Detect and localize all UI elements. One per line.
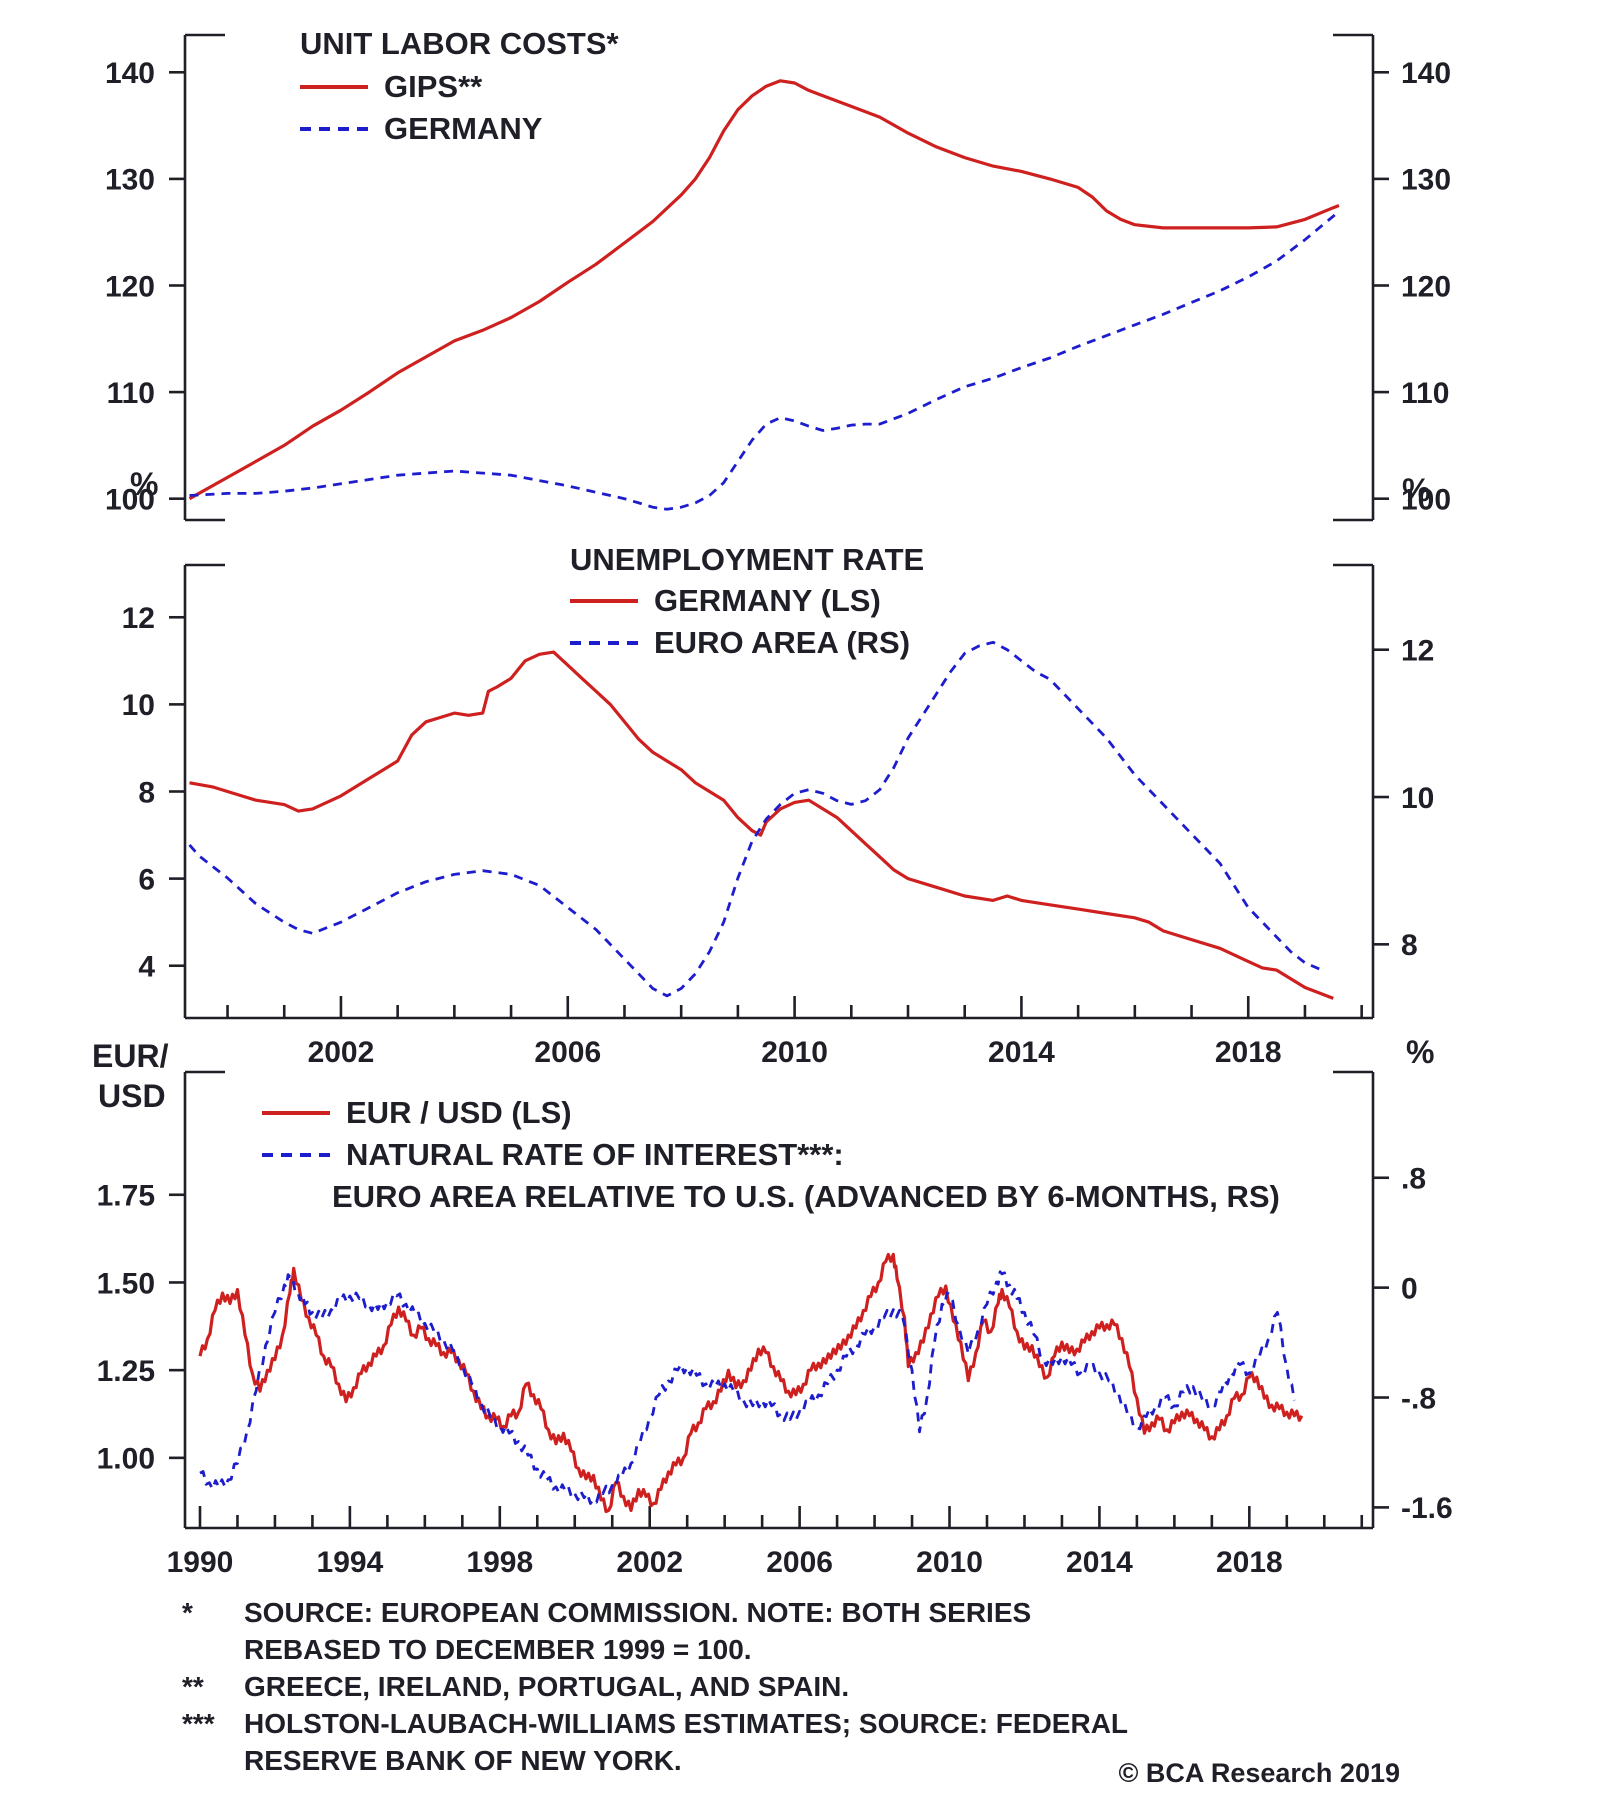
x-tick-label: 2006	[534, 1036, 601, 1069]
blue-dashed-line-sample	[262, 1153, 330, 1157]
legend-label: EURO AREA (RS)	[654, 625, 911, 660]
panel3-left-unit-line1: EUR/	[92, 1038, 169, 1074]
red-line-sample	[570, 599, 638, 603]
y-tick-label-right: 8	[1401, 929, 1418, 962]
y-tick-label-left: 6	[138, 863, 155, 896]
y-tick-label-left: 4	[138, 951, 155, 984]
panel-2: 2002 2006 2010 2014 2018 12 10 8 6 4 12 10 8	[122, 563, 1434, 1069]
footnote-text: HOLSTON-LAUBACH-WILLIAMS ESTIMATES; SOUR…	[244, 1708, 1128, 1776]
footnote-text: GREECE, IRELAND, PORTUGAL, AND SPAIN.	[244, 1671, 850, 1702]
legend-item: EURO AREA (RS)	[570, 622, 924, 664]
y-tick-label-right: 100	[1401, 483, 1451, 516]
x-tick-label: 2010	[916, 1546, 983, 1579]
panel-1: 140 130 120 110 100 140 130 120 110 100	[105, 33, 1451, 522]
legend-item: GERMANY (LS)	[570, 580, 924, 622]
series-line-red-panel3	[198, 1252, 1304, 1514]
legend-item: EUR / USD (LS)	[262, 1092, 1280, 1134]
x-tick-label: 1990	[167, 1546, 234, 1579]
y-tick-label-right: 110	[1401, 377, 1449, 410]
footnote: *** HOLSTON-LAUBACH-WILLIAMS ESTIMATES; …	[182, 1705, 1192, 1779]
footnote-text: SOURCE: EUROPEAN COMMISSION. NOTE: BOTH …	[244, 1597, 1032, 1665]
y-tick-label-left: 120	[105, 270, 155, 303]
footnote: ** GREECE, IRELAND, PORTUGAL, AND SPAIN.	[182, 1668, 1192, 1705]
y-tick-label-left: 140	[105, 57, 155, 90]
legend-label: EURO AREA RELATIVE TO U.S. (ADVANCED BY …	[332, 1179, 1280, 1214]
panel2-left-unit: %	[130, 466, 159, 502]
series-line-blue-panel1	[189, 209, 1340, 511]
footnotes: * SOURCE: EUROPEAN COMMISSION. NOTE: BOT…	[182, 1594, 1192, 1779]
copyright: © BCA Research 2019	[1118, 1758, 1400, 1788]
y-tick-label-left: 1.50	[97, 1267, 155, 1300]
x-tick-label: 2018	[1216, 1546, 1283, 1579]
panel1-title: UNIT LABOR COSTS*	[300, 26, 619, 61]
y-tick-label-right: .8	[1401, 1163, 1426, 1196]
x-tick-label: 2010	[761, 1036, 828, 1069]
footnote-marker: *	[182, 1597, 193, 1628]
footnote: * SOURCE: EUROPEAN COMMISSION. NOTE: BOT…	[182, 1594, 1192, 1668]
y-tick-label-left: 1.00	[97, 1443, 155, 1476]
legend-label: GERMANY	[384, 111, 543, 146]
y-tick-label-right: -1.6	[1401, 1492, 1453, 1525]
y-tick-label-right: 0	[1401, 1272, 1418, 1305]
legend-item: NATURAL RATE OF INTEREST***:	[262, 1134, 1280, 1176]
series-line-red-panel1	[188, 79, 1340, 501]
y-tick-label-left: 8	[138, 776, 155, 809]
y-tick-label-right: 130	[1401, 164, 1451, 197]
series-line-blue-panel2	[188, 640, 1323, 998]
y-tick-label-right: 120	[1401, 270, 1451, 303]
legend-label: EUR / USD (LS)	[346, 1095, 572, 1130]
red-line-sample	[262, 1111, 330, 1115]
red-line-sample	[300, 85, 368, 89]
legend-item: GIPS**	[300, 66, 542, 108]
x-tick-label: 1998	[466, 1546, 533, 1579]
legend-label: GIPS**	[384, 69, 483, 104]
x-tick-label: 2002	[308, 1036, 375, 1069]
blue-dashed-line-sample	[570, 641, 638, 645]
y-tick-label-left: 100	[105, 483, 155, 516]
legend-item: GERMANY	[300, 108, 542, 150]
legend-label: GERMANY (LS)	[654, 583, 881, 618]
legend-item-continuation: EURO AREA RELATIVE TO U.S. (ADVANCED BY …	[262, 1176, 1280, 1218]
panel-3: 1990 1994 1998 2002 2006 2010 2014 2018 1.75 1.50…	[97, 1070, 1453, 1579]
y-tick-label-right: 140	[1401, 57, 1451, 90]
x-tick-label: 2014	[988, 1036, 1055, 1069]
y-tick-label-right: 10	[1401, 782, 1434, 815]
y-tick-label-left: 12	[122, 602, 155, 635]
panel2-legend: UNEMPLOYMENT RATE GERMANY (LS) EURO AREA…	[570, 540, 924, 664]
y-tick-label-left: 110	[107, 377, 155, 410]
panel2-right-unit: %	[1402, 472, 1431, 508]
series-line-red-panel2	[189, 650, 1334, 1000]
x-tick-label: 2002	[616, 1546, 683, 1579]
y-tick-label-left: 1.75	[97, 1180, 155, 1213]
series-line-blue-panel3	[199, 1270, 1296, 1505]
panel3-left-unit-line2: USD	[98, 1078, 166, 1114]
y-tick-label-left: 10	[122, 689, 155, 722]
x-tick-label: 1994	[317, 1546, 384, 1579]
x-tick-label: 2018	[1215, 1036, 1282, 1069]
panel3-right-unit: %	[1406, 1034, 1435, 1070]
x-tick-label: 2006	[766, 1546, 833, 1579]
footnote-marker: **	[182, 1671, 204, 1702]
panel2-title: UNEMPLOYMENT RATE	[570, 542, 925, 577]
y-tick-label-left: 130	[105, 164, 155, 197]
legend-label: NATURAL RATE OF INTEREST***:	[346, 1137, 844, 1172]
y-tick-label-right: 12	[1401, 635, 1434, 668]
footnote-marker: ***	[182, 1708, 215, 1739]
y-tick-label-right: -.8	[1401, 1382, 1436, 1415]
blue-dashed-line-sample	[300, 127, 368, 131]
y-tick-label-left: 1.25	[97, 1355, 155, 1388]
panel1-legend: GIPS** GERMANY	[300, 66, 542, 150]
x-tick-label: 2014	[1066, 1546, 1133, 1579]
panel3-legend: EUR / USD (LS) NATURAL RATE OF INTEREST*…	[262, 1092, 1280, 1218]
